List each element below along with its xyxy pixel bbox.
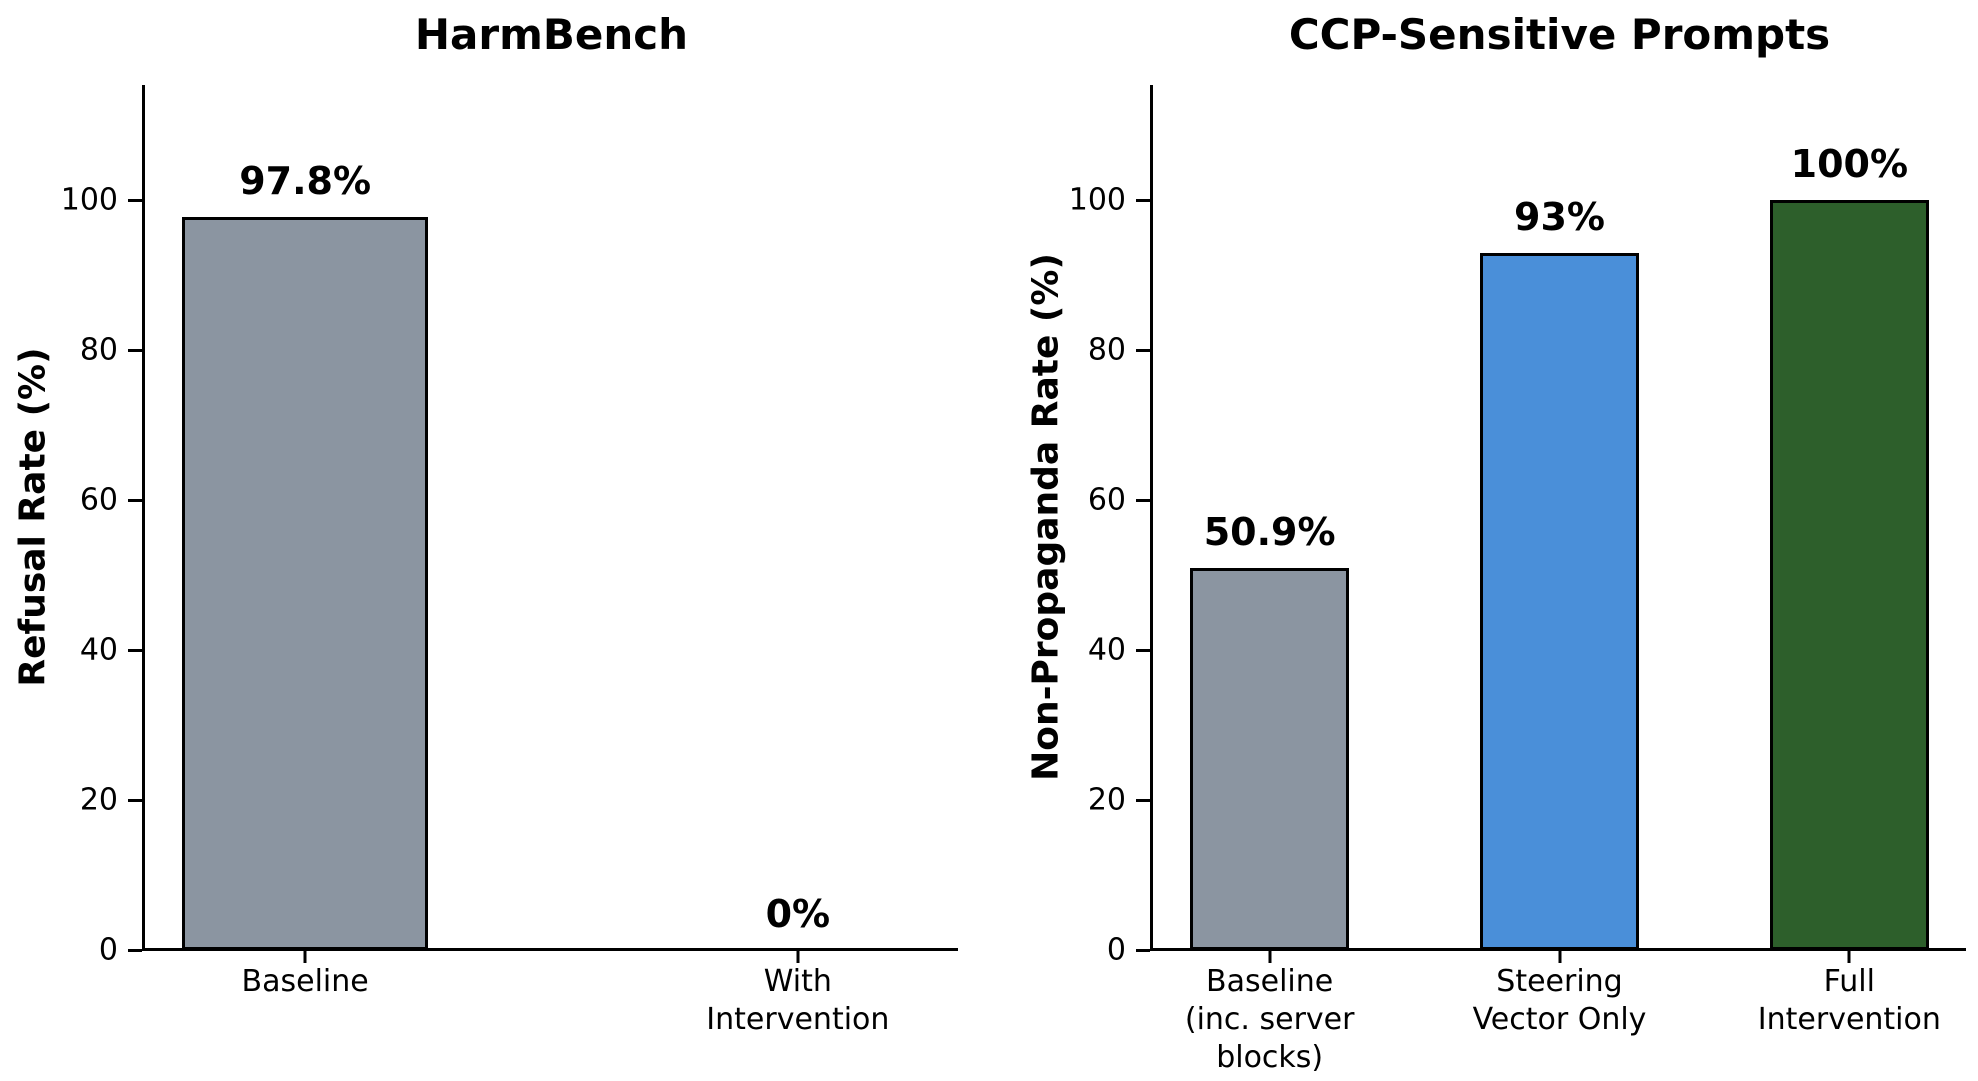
y-axis-line: [1150, 85, 1153, 951]
bar-1: [1479, 252, 1640, 950]
bar-0: [181, 216, 429, 950]
bar-value-label: 100%: [1790, 142, 1909, 186]
x-tick-label: Full Intervention: [1757, 964, 1941, 1037]
x-tick-mark: [1847, 951, 1851, 963]
bar-2: [1769, 200, 1930, 950]
y-tick-label: 0: [98, 932, 118, 968]
x-tick-label: With Intervention: [706, 964, 890, 1037]
x-tick-mark: [796, 951, 800, 963]
x-tick-mark: [303, 951, 307, 963]
y-tick-label: 60: [1087, 482, 1126, 518]
y-tick-mark: [1136, 498, 1150, 502]
y-tick-mark: [128, 948, 142, 952]
chart-title: CCP-Sensitive Prompts: [1288, 10, 1831, 59]
bar-value-label: 50.9%: [1203, 510, 1336, 555]
chart-title: HarmBench: [414, 10, 689, 59]
x-tick-label: Baseline: [241, 964, 369, 999]
y-axis-label: Non-Propaganda Rate (%): [1025, 253, 1067, 781]
x-axis-line: [1150, 948, 1966, 951]
y-tick-label: 80: [1087, 332, 1126, 368]
ccp-sensitive-chart-panel: CCP-Sensitive Prompts Non-Propaganda Rat…: [989, 0, 1978, 1081]
y-tick-mark: [128, 648, 142, 652]
harmbench-chart-panel: HarmBench Refusal Rate (%) 0 20 40 60 80 100 9…: [12, 10, 958, 1038]
y-tick-label: 80: [79, 332, 118, 368]
x-tick-label: Steering Vector Only: [1472, 964, 1647, 1037]
y-tick-label: 100: [60, 182, 118, 218]
y-tick-label: 20: [79, 782, 118, 818]
plot-area: 0 20 40 60 80 100 97.8% Baseline 0% With Interven…: [61, 85, 958, 1038]
bar-value-label: 0%: [765, 892, 831, 936]
bar-value-label: 97.8%: [239, 158, 372, 203]
y-tick-mark: [1136, 198, 1150, 202]
y-tick-mark: [128, 348, 142, 352]
y-tick-label: 40: [79, 632, 118, 668]
plot-area: 0 20 40 60 80 100 50.9% Baseline (inc. server b…: [1069, 85, 1966, 1075]
y-tick-mark: [1136, 948, 1150, 952]
y-tick-mark: [1136, 348, 1150, 352]
bar-value-label: 93%: [1514, 194, 1605, 239]
bar-0: [1189, 568, 1350, 950]
y-tick-mark: [128, 198, 142, 202]
y-tick-mark: [1136, 798, 1150, 802]
y-tick-mark: [128, 798, 142, 802]
y-axis-line: [142, 85, 145, 951]
y-tick-label: 40: [1087, 632, 1126, 668]
y-tick-mark: [128, 498, 142, 502]
y-tick-label: 20: [1087, 782, 1126, 818]
x-tick-mark: [1558, 951, 1561, 963]
y-tick-label: 100: [1068, 182, 1126, 218]
y-axis-label: Refusal Rate (%): [12, 347, 54, 687]
y-tick-mark: [1136, 648, 1150, 652]
x-tick-label: Baseline (inc. server blocks): [1184, 964, 1355, 1075]
x-tick-mark: [1268, 951, 1272, 963]
x-axis-line: [142, 948, 958, 951]
y-tick-label: 0: [1106, 932, 1126, 968]
y-tick-label: 60: [79, 482, 118, 518]
